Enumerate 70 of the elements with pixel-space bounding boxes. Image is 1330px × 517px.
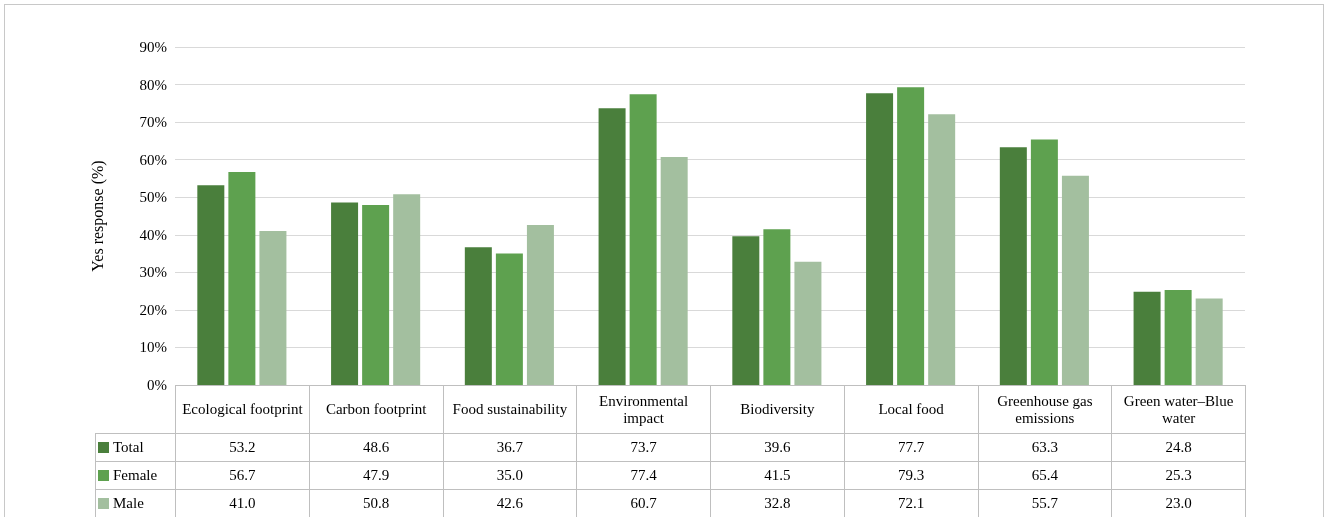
x-tick-label: Ecological footprint [175,385,310,434]
bar [732,236,760,385]
bar [495,253,523,385]
data-label: 39.6 [710,433,845,462]
data-label: 24.8 [1111,433,1246,462]
bar [598,108,626,385]
y-axis-title: Yes response (%) [88,160,107,272]
data-label: 65.4 [978,461,1112,490]
y-tick-label: 0% [147,377,167,393]
bar [1061,175,1089,385]
y-tick-label: 30% [139,264,167,281]
data-label: 25.3 [1111,461,1246,490]
data-label: 50.8 [309,489,443,517]
data-label: 60.7 [576,489,711,517]
bar [999,147,1027,385]
bar [1164,289,1192,385]
data-label: 42.6 [443,489,577,517]
data-label: 56.7 [175,461,310,490]
legend-label: Total [95,433,176,462]
bar [629,94,657,385]
x-tick-label: Biodiversity [710,385,845,434]
x-tick-label: Greenhouse gas emissions [978,385,1112,434]
bar [1195,298,1223,385]
x-tick-label: Carbon footprint [309,385,443,434]
data-label: 36.7 [443,433,577,462]
y-tick-label: 90% [139,39,167,55]
bar [866,93,894,385]
data-label: 41.0 [175,489,310,517]
data-label: 35.0 [443,461,577,490]
bar [763,229,791,385]
bar [1030,139,1058,385]
x-tick-label: Green water–Blue water [1111,385,1246,434]
data-label: 79.3 [844,461,978,490]
y-tick-label: 40% [139,226,167,243]
bar [928,114,956,385]
data-label: 48.6 [309,433,443,462]
y-tick-label: 80% [139,76,167,93]
bar [660,157,688,385]
data-label: 63.3 [978,433,1112,462]
bar [794,261,822,385]
y-tick-label: 70% [139,114,167,131]
data-label: 23.0 [1111,489,1246,517]
bar [259,231,287,385]
y-tick-label: 50% [139,189,167,206]
bar [526,225,554,385]
bar [464,247,492,385]
x-tick-label: Local food [844,385,978,434]
data-label: 53.2 [175,433,310,462]
y-tick-label: 20% [139,301,167,318]
data-label: 72.1 [844,489,978,517]
y-tick-label: 10% [139,339,167,356]
data-label: 55.7 [978,489,1112,517]
x-tick-label: Food sustainability [443,385,577,434]
bar [393,194,421,385]
bar [362,205,390,385]
data-label: 32.8 [710,489,845,517]
y-tick-label: 60% [139,151,167,168]
bar [897,87,925,385]
bar [228,172,256,385]
data-label: 77.7 [844,433,978,462]
bar [331,202,359,385]
data-label: 77.4 [576,461,711,490]
data-label: 47.9 [309,461,443,490]
bar [197,185,225,385]
legend-label: Female [95,461,176,490]
data-label: 73.7 [576,433,711,462]
legend-label: Male [95,489,176,517]
data-label: 41.5 [710,461,845,490]
x-tick-label: Environmental impact [576,385,711,434]
bar [1133,291,1161,385]
